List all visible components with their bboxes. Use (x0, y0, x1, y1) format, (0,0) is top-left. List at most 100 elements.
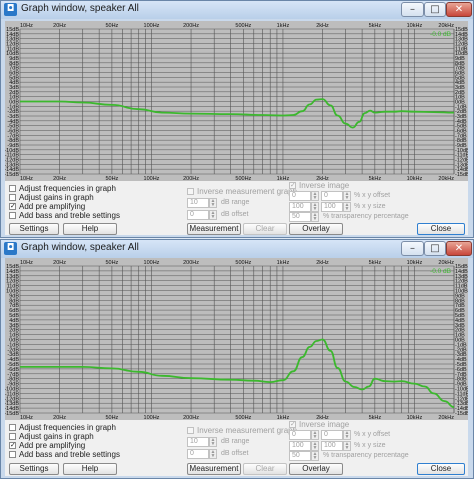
y-tick-label-left: -3dB (7, 352, 19, 358)
x-tick-label-top: 10kHz (407, 23, 423, 29)
inverse-image-checkbox[interactable]: ✓ (289, 182, 296, 189)
x-offset-spinner[interactable]: ▲ ▼ (311, 191, 319, 201)
db-range-input[interactable]: 10 (187, 198, 209, 208)
x-tick-label-top: 2kHz (316, 260, 329, 266)
y-tick-label-right: 12dB (455, 42, 468, 48)
clear-button[interactable]: Clear (243, 223, 287, 235)
y-tick-label-left: -8dB (7, 138, 19, 144)
db-offset-input[interactable]: 0 (187, 210, 209, 220)
transparency-input[interactable]: 50 (289, 212, 311, 222)
title-bar[interactable]: ◘ Graph window, speaker All – □ ✕ (1, 240, 473, 258)
x-size-input[interactable]: 100 (289, 441, 311, 451)
db-offset-input[interactable]: 0 (187, 449, 209, 459)
y-offset-spinner[interactable]: ▲ ▼ (343, 191, 351, 201)
x-size-spinner[interactable]: ▲ ▼ (311, 202, 319, 212)
clear-button[interactable]: Clear (243, 463, 287, 475)
minimize-button[interactable]: – (401, 2, 424, 17)
x-size-spinner[interactable]: ▲ ▼ (311, 441, 319, 451)
minimize-button[interactable]: – (401, 241, 424, 256)
y-tick-label-left: -10dB (5, 387, 19, 393)
db-offset-spinner[interactable]: ▲ ▼ (209, 210, 217, 220)
level-readout: -0.0 dB (430, 31, 451, 38)
adjust-frequencies-checkbox[interactable] (9, 185, 16, 192)
x-tick-label-bottom: 20kHz (438, 176, 454, 181)
measurement-button[interactable]: Measurement (187, 223, 241, 235)
adjust-gains-checkbox[interactable] (9, 194, 16, 201)
y-tick-label-right: 11dB (455, 284, 468, 290)
adjust-frequencies-checkbox[interactable] (9, 424, 16, 431)
y-tick-label-right: 15dB (455, 27, 468, 33)
add-pre-amplifying-label: Add pre amplifying (19, 202, 86, 211)
settings-button[interactable]: Settings (9, 463, 59, 475)
y-tick-label-right: 11dB (455, 46, 468, 52)
inverse-image-checkbox[interactable]: ✓ (289, 421, 296, 428)
y-tick-label-right: -13dB (455, 401, 468, 407)
help-button[interactable]: Help (63, 463, 117, 475)
add-bass-treble-checkbox[interactable] (9, 212, 16, 219)
add-pre-amplifying-checkbox[interactable]: ✓ (9, 442, 16, 449)
x-size-input[interactable]: 100 (289, 202, 311, 212)
x-offset-input[interactable]: 0 (289, 191, 311, 201)
add-bass-treble-checkbox[interactable] (9, 451, 16, 458)
y-tick-label-right: -10dB (455, 387, 468, 393)
y-tick-label-right: 12dB (455, 279, 468, 285)
close-window-button[interactable]: ✕ (446, 2, 472, 17)
frequency-graph[interactable]: 15dB 15dB 14dB 14dB 13dB 13dB 12dB 12dB 11dB 11dB… (4, 21, 470, 182)
inverse-measurement-checkbox[interactable] (187, 427, 194, 434)
y-tick-label-left: -12dB (5, 158, 19, 164)
transparency-spinner[interactable]: ▲ ▼ (311, 451, 319, 461)
transparency-spinner[interactable]: ▲ ▼ (311, 212, 319, 222)
y-tick-label-right: 7dB (455, 66, 465, 72)
db-offset-spinner[interactable]: ▲ ▼ (209, 449, 217, 459)
y-offset-input[interactable]: 0 (321, 430, 343, 440)
inverse-measurement-label: Inverse measurement graph (197, 187, 298, 196)
y-tick-label-left: 8dB (9, 61, 19, 67)
close-button[interactable]: Close (417, 223, 465, 235)
y-tick-label-left: 7dB (9, 66, 19, 72)
maximize-button[interactable]: □ (424, 241, 446, 256)
y-size-spinner[interactable]: ▲ ▼ (343, 441, 351, 451)
overlay-button[interactable]: Overlay (289, 463, 343, 475)
adjust-gains-checkbox[interactable] (9, 433, 16, 440)
overlay-button[interactable]: Overlay (289, 223, 343, 235)
transparency-input[interactable]: 50 (289, 451, 311, 461)
y-tick-label-right: -14dB (455, 406, 468, 412)
db-range-input[interactable]: 10 (187, 437, 209, 447)
x-tick-label-top: 2kHz (316, 23, 329, 29)
y-tick-label-right: -2dB (455, 347, 467, 353)
inverse-measurement-label: Inverse measurement graph (197, 426, 298, 435)
x-tick-label-top: 200Hz (183, 260, 199, 266)
db-range-spinner[interactable]: ▲ ▼ (209, 437, 217, 447)
control-panel: Adjust frequencies in graph Adjust gains… (5, 181, 468, 235)
db-range-spinner[interactable]: ▲ ▼ (209, 198, 217, 208)
x-offset-spinner[interactable]: ▲ ▼ (311, 430, 319, 440)
settings-button[interactable]: Settings (9, 223, 59, 235)
frequency-graph[interactable]: 15dB 15dB 14dB 14dB 13dB 13dB 12dB 12dB 11dB 11dB… (4, 258, 470, 421)
xy-size-label: % x y size (354, 442, 386, 449)
window-title: Graph window, speaker All (21, 3, 139, 14)
x-tick-label-bottom: 100Hz (144, 415, 160, 420)
y-offset-input[interactable]: 0 (321, 191, 343, 201)
y-size-input[interactable]: 100 (321, 202, 343, 212)
y-offset-spinner[interactable]: ▲ ▼ (343, 430, 351, 440)
y-tick-label-left: 7dB (9, 303, 19, 309)
add-pre-amplifying-checkbox[interactable]: ✓ (9, 203, 16, 210)
x-tick-label-bottom: 20Hz (53, 415, 66, 420)
help-button[interactable]: Help (63, 223, 117, 235)
close-button[interactable]: Close (417, 463, 465, 475)
y-size-spinner[interactable]: ▲ ▼ (343, 202, 351, 212)
inverse-measurement-checkbox[interactable] (187, 188, 194, 195)
graph-window-2: ◘ Graph window, speaker All – □ ✕ 15dB 15… (0, 239, 474, 479)
y-tick-label-left: -11dB (5, 153, 19, 159)
x-offset-input[interactable]: 0 (289, 430, 311, 440)
y-size-input[interactable]: 100 (321, 441, 343, 451)
x-tick-label-bottom: 10kHz (407, 415, 423, 420)
measurement-button[interactable]: Measurement (187, 463, 241, 475)
y-tick-label-left: -8dB (7, 377, 19, 383)
app-icon: ◘ (4, 3, 17, 16)
title-bar[interactable]: ◘ Graph window, speaker All – □ ✕ (1, 1, 473, 19)
maximize-button[interactable]: □ (424, 2, 446, 17)
close-window-button[interactable]: ✕ (446, 241, 472, 256)
y-tick-label-right: -13dB (455, 162, 468, 168)
y-tick-label-left: 10dB (6, 289, 19, 295)
